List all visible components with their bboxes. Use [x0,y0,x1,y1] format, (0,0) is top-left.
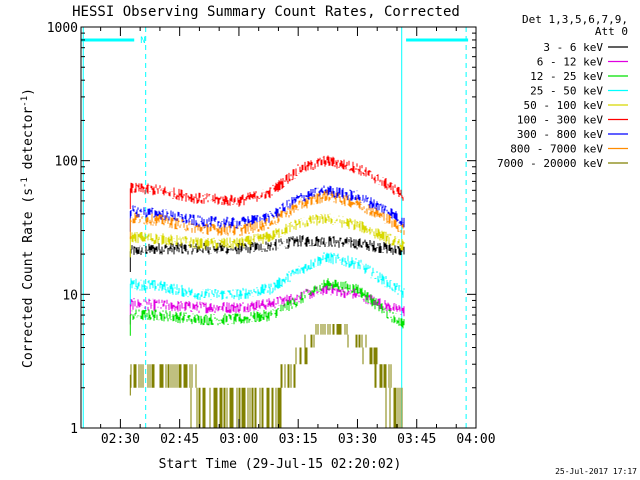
y-axis-label-main: Corrected Count Rate (s [21,188,36,368]
x-tick-label: 02:45 [160,432,199,447]
y-tick-label: 1 [70,422,78,437]
series-line [129,235,405,272]
series-line [129,213,405,258]
legend-entry-label: 50 - 100 keV [524,99,604,112]
x-tick-label: 04:00 [456,432,495,447]
axes: 1 10 100 1000 02:30 02:45 03:00 03:15 03:30 03:45… [47,21,496,447]
series-group [129,155,405,428]
y-axis-label: Corrected Count Rate (s-1 detector-1) [20,88,36,368]
legend-header-line: Det 1,3,5,6,7,9, [522,13,628,26]
series-line [129,324,403,428]
legend-entry-label: 7000 - 20000 keV [497,157,603,170]
flag-lines: N [81,27,469,428]
x-axis-label: Start Time (29-Jul-15 02:20:02) [159,457,402,472]
x-tick-label: 03:30 [338,432,377,447]
legend-entry-label: 3 - 6 keV [543,41,603,54]
y-tick-label: 100 [55,155,78,170]
x-tick-label: 03:45 [397,432,436,447]
plot-frame [80,26,477,429]
legend-entry-label: 800 - 7000 keV [510,143,603,156]
y-tick-label: 10 [62,288,78,303]
legend-entry-label: 300 - 800 keV [517,128,603,141]
x-tick-label: 02:30 [101,432,140,447]
attenuator-label: N [140,36,145,46]
y-axis-label-end: ) [21,88,36,96]
legend-entry-label: 100 - 300 keV [517,114,603,127]
x-tick-label: 03:15 [279,432,318,447]
legend-header-line: Att 0 [595,25,628,38]
legend-entry-label: 25 - 50 keV [530,85,603,98]
legend-entry-label: 12 - 25 keV [530,70,603,83]
y-axis-label-sup1: -1 [20,177,30,188]
x-tick-label: 03:00 [219,432,258,447]
series-line [129,252,405,305]
legend: Det 1,3,5,6,7,9,Att 0 3 - 6 keV 6 - 12 keV… [497,13,628,170]
y-axis-label-group: Corrected Count Rate (s-1 detector-1) [20,88,36,368]
series-line [129,155,405,210]
legend-entry-label: 6 - 12 keV [537,56,604,69]
y-axis-label-mid: detector [21,107,36,178]
y-axis-label-sup2: -1 [20,96,30,107]
series-line [129,278,405,336]
footer-date: 25-Jul-2017 17:17 [555,467,637,476]
series-line [129,189,405,240]
y-tick-label: 1000 [47,21,78,36]
chart-title: HESSI Observing Summary Count Rates, Cor… [72,4,460,20]
